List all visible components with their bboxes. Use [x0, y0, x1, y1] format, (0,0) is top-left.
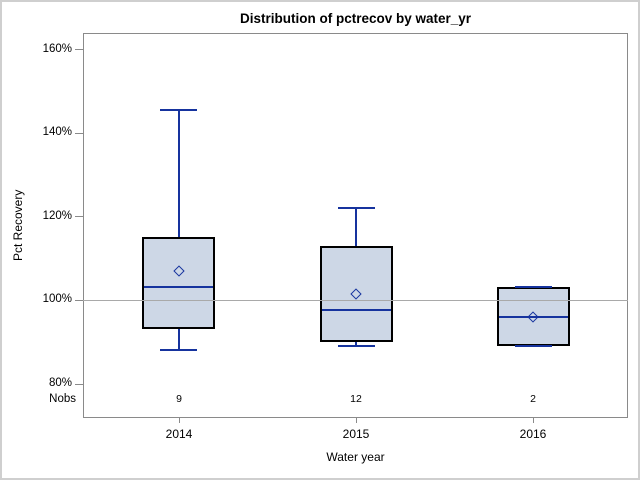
- whisker-lower: [355, 342, 357, 346]
- x-tick-label: 2015: [342, 427, 370, 441]
- whisker-cap-upper: [338, 207, 375, 209]
- y-tick-mark: [75, 216, 83, 217]
- y-tick-label: 160%: [42, 43, 72, 55]
- x-tick-mark: [179, 418, 180, 423]
- whisker-upper: [178, 110, 180, 238]
- x-axis-title: Water year: [326, 450, 385, 464]
- whisker-cap-lower: [515, 345, 552, 347]
- y-tick-mark: [75, 49, 83, 50]
- y-tick-label: 140%: [42, 126, 72, 138]
- y-tick-label: 80%: [48, 377, 72, 389]
- median-line: [322, 309, 391, 311]
- reference-line: [83, 300, 628, 301]
- median-line: [499, 316, 568, 318]
- y-tick-mark: [75, 133, 83, 134]
- y-tick-label: 120%: [42, 210, 72, 222]
- whisker-cap-upper: [515, 286, 552, 288]
- whisker-cap-lower: [338, 345, 375, 347]
- y-tick-mark: [75, 300, 83, 301]
- nobs-value: 2: [530, 393, 536, 405]
- whisker-lower: [178, 329, 180, 350]
- nobs-value: 9: [176, 393, 182, 405]
- median-line: [144, 286, 213, 288]
- x-tick-mark: [356, 418, 357, 423]
- nobs-value: 12: [350, 393, 362, 405]
- whisker-cap-lower: [160, 349, 197, 351]
- y-tick-mark: [75, 384, 83, 385]
- x-tick-label: 2016: [519, 427, 547, 441]
- y-tick-label: 100%: [42, 293, 72, 305]
- whisker-cap-upper: [160, 109, 197, 111]
- x-tick-label: 2014: [165, 427, 193, 441]
- chart-title: Distribution of pctrecov by water_yr: [239, 11, 472, 26]
- y-axis-title: Pct Recovery: [11, 189, 25, 262]
- box: [320, 246, 393, 342]
- nobs-row-label: Nobs: [49, 393, 76, 405]
- box: [142, 237, 215, 329]
- x-tick-mark: [533, 418, 534, 423]
- whisker-upper: [355, 208, 357, 246]
